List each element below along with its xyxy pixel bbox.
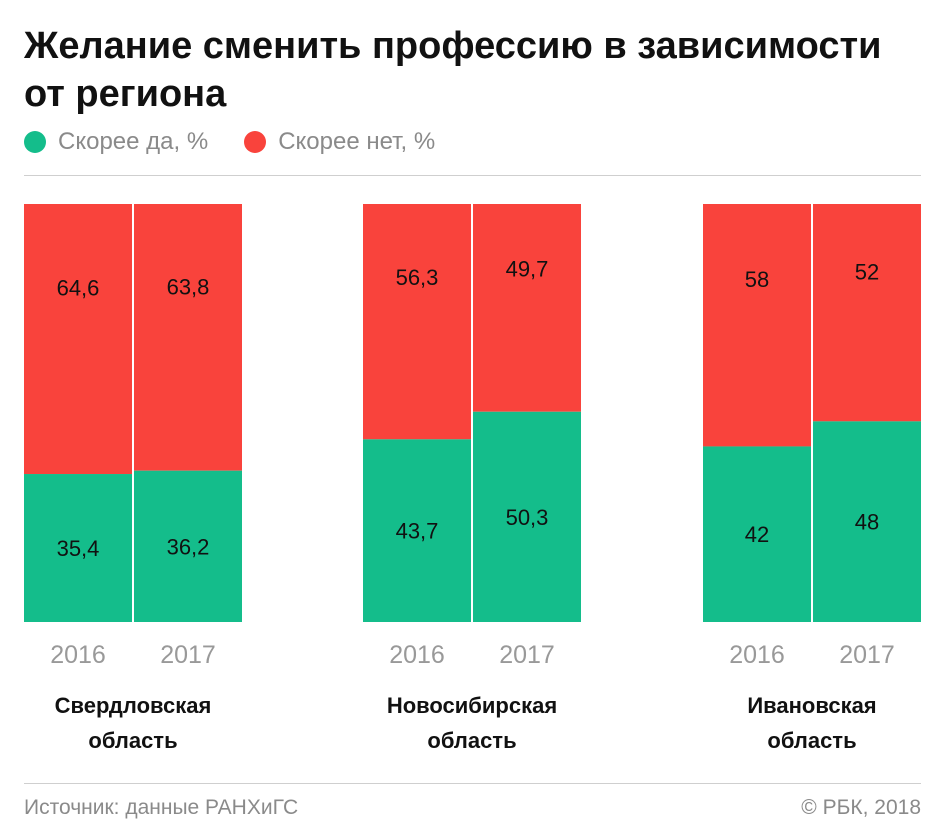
data-label-yes: 50,3: [506, 505, 549, 530]
source-note: Источник: данные РАНХиГС: [24, 796, 299, 819]
x-tick-label-year: 2016: [50, 641, 106, 669]
legend-label-yes: Скорее да, %: [58, 128, 209, 155]
bar-segment-no: [703, 204, 811, 447]
bar-segment-yes: [134, 470, 242, 622]
x-tick-label-year: 2016: [729, 641, 785, 669]
bar-segment-yes: [703, 446, 811, 622]
bar-segment-yes: [813, 421, 921, 622]
stacked-bar-chart: 64,6 35,4 2016 63,8 36,2 2017 Свердловская обла…: [24, 204, 921, 753]
data-label-no: 56,3: [396, 265, 439, 290]
copyright-note: © РБК, 2018: [801, 796, 921, 819]
bar-segment-no: [134, 204, 242, 471]
group-label: область: [427, 728, 516, 753]
group-label: область: [767, 728, 856, 753]
x-tick-label-year: 2017: [839, 641, 895, 669]
legend: Скорее да, % Скорее нет, %: [24, 128, 471, 156]
chart-title: Желание сменить профессию в зависимости …: [24, 25, 882, 115]
legend-item-yes: Скорее да, %: [24, 128, 208, 156]
data-label-no: 64,6: [57, 276, 100, 301]
bar-segment-yes: [473, 411, 581, 622]
bar-segment-no: [24, 204, 132, 475]
data-label-yes: 36,2: [167, 534, 210, 559]
data-label-no: 63,8: [167, 275, 210, 300]
bar-segment-yes: [24, 474, 132, 622]
data-label-no: 49,7: [506, 256, 549, 281]
bar-segment-yes: [363, 439, 471, 622]
data-label-yes: 42: [745, 522, 769, 547]
legend-swatch-no: [244, 131, 267, 153]
legend-label-no: Скорее нет, %: [278, 128, 436, 155]
data-label-no: 52: [855, 259, 879, 284]
group-label: область: [88, 728, 177, 753]
bottom-divider: [24, 783, 921, 784]
data-label-no: 58: [745, 267, 769, 292]
legend-swatch-yes: [24, 131, 46, 153]
legend-item-no: Скорее нет, %: [244, 128, 435, 156]
bar-segment-no: [363, 204, 471, 440]
bar-segment-no: [473, 204, 581, 412]
bar-segment-no: [813, 204, 921, 422]
data-label-yes: 43,7: [396, 519, 439, 544]
x-tick-label-year: 2016: [389, 641, 445, 669]
x-tick-label-year: 2017: [160, 641, 216, 669]
group-label: Новосибирская: [387, 693, 557, 718]
data-label-yes: 35,4: [57, 536, 100, 561]
data-label-yes: 48: [855, 510, 879, 535]
top-divider: [24, 175, 921, 176]
group-label: Свердловская: [55, 693, 212, 718]
x-tick-label-year: 2017: [499, 641, 555, 669]
group-label: Ивановская: [747, 693, 876, 718]
